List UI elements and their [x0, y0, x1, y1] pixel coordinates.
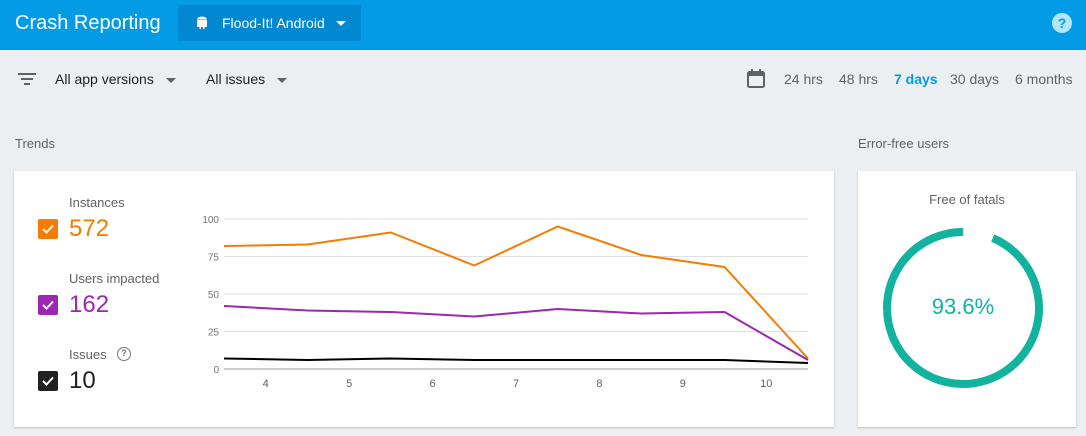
versions-dropdown[interactable]: All app versions: [55, 71, 176, 87]
range-24-hrs[interactable]: 24 hrs: [784, 71, 823, 87]
x-tick-label-4: 4: [263, 378, 269, 390]
project-name: Flood-It! Android: [222, 15, 325, 31]
x-tick-label-7: 7: [513, 378, 519, 390]
chevron-down-icon: [165, 77, 176, 83]
users-impacted-label: Users impacted: [69, 271, 160, 286]
issues-checkbox[interactable]: [38, 371, 58, 391]
android-icon: [197, 16, 207, 29]
error-free-section-label: Error-free users: [858, 136, 950, 151]
app-title: Crash Reporting: [15, 12, 161, 34]
calendar-icon[interactable]: [747, 69, 765, 88]
trends-line-chart: 0 25 50 75 100 4 5 6 7 8 9 10: [202, 215, 809, 390]
check-icon: [42, 376, 54, 386]
error-free-ring: [883, 228, 1043, 388]
instances-value: 572: [69, 215, 110, 242]
issues-dropdown[interactable]: All issues: [206, 71, 288, 87]
users-impacted-checkbox[interactable]: [38, 295, 58, 315]
project-selector[interactable]: Flood-It! Android: [178, 5, 361, 41]
instances-label: Instances: [69, 195, 125, 210]
x-tick-label-9: 9: [680, 378, 686, 390]
trends-section-label: Trends: [15, 136, 55, 151]
instances-checkbox[interactable]: [38, 219, 58, 239]
y-tick-label-0: 0: [213, 365, 219, 376]
help-circle-icon[interactable]: ?: [117, 347, 131, 361]
free-of-fatals-title: Free of fatals: [929, 192, 1005, 207]
issues-dropdown-label: All issues: [206, 71, 266, 87]
range-48-hrs[interactable]: 48 hrs: [839, 71, 878, 87]
series-line-issues: [223, 357, 809, 364]
error-free-value: 93.6%: [931, 294, 995, 319]
issues-label: Issues: [69, 347, 107, 362]
help-icon[interactable]: ?: [1052, 13, 1072, 33]
x-tick-label-8: 8: [596, 378, 602, 390]
top-app-bar: Crash Reporting Flood-It! Android ?: [0, 0, 1086, 50]
series-line-users-impacted: [223, 305, 809, 361]
check-icon: [42, 224, 54, 234]
x-tick-label-10: 10: [760, 378, 772, 390]
users-impacted-value: 162: [69, 291, 110, 318]
filter-icon[interactable]: [18, 72, 36, 86]
check-icon: [42, 300, 54, 310]
trends-card: Instances 572 Users impacted 162 Issues …: [14, 171, 834, 427]
range-30-days[interactable]: 30 days: [950, 71, 1000, 87]
x-tick-label-6: 6: [430, 378, 436, 390]
chevron-down-icon: [336, 21, 346, 26]
range-6-months[interactable]: 6 months: [1015, 71, 1073, 87]
y-tick-label-100: 100: [202, 215, 219, 226]
y-tick-label-25: 25: [208, 328, 220, 339]
y-tick-label-75: 75: [208, 253, 220, 264]
series-line-instances: [223, 225, 809, 360]
y-tick-label-50: 50: [208, 290, 220, 301]
x-tick-label-5: 5: [346, 378, 352, 390]
chevron-down-icon: [277, 77, 288, 83]
issues-value: 10: [69, 367, 96, 394]
error-free-arc: [883, 228, 1043, 388]
versions-dropdown-label: All app versions: [55, 71, 154, 87]
error-free-card: Free of fatals 93.6%: [858, 171, 1076, 427]
range-7-days[interactable]: 7 days: [894, 71, 938, 87]
